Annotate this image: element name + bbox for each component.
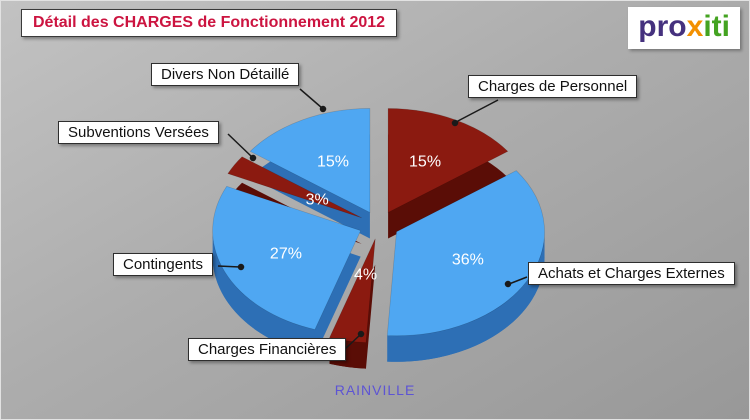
pie-slice-percent: 3% <box>306 191 329 208</box>
pie-slice-top <box>249 108 371 213</box>
slice-label-divers: Divers Non Détaillé <box>151 63 300 86</box>
logo-letter: i <box>721 10 730 43</box>
pie-slice-top <box>212 185 362 330</box>
slice-label-subventions: Subventions Versées <box>58 121 219 144</box>
slice-label-achats: Achats et Charges Externes <box>528 262 735 285</box>
pie-slice-percent: 36% <box>452 251 484 268</box>
slice-label-personnel: Charges de Personnel <box>468 75 638 98</box>
pie-slice-wall <box>387 231 545 362</box>
slice-label-contingents: Contingents <box>113 253 214 276</box>
chart-title: Détail des CHARGES de Fonctionnement 201… <box>21 9 398 37</box>
logo-letter: p <box>638 10 657 43</box>
slice-label-financieres: Charges Financières <box>188 338 347 361</box>
logo-letter: t <box>711 10 722 43</box>
pie-slice-percent: 27% <box>270 245 302 262</box>
proxiti-logo: proxiti <box>628 7 740 49</box>
pie-slice-percent: 15% <box>409 154 441 171</box>
pie-slice-percent: 4% <box>354 267 377 284</box>
logo-letter: i <box>703 10 712 43</box>
pie-slice-wall <box>212 230 315 356</box>
pie-slice-percent: 15% <box>317 154 349 171</box>
logo-letter: o <box>668 10 687 43</box>
logo-letter: x <box>686 10 704 43</box>
municipality-name: RAINVILLE <box>334 382 416 398</box>
logo-letter: r <box>656 10 669 43</box>
